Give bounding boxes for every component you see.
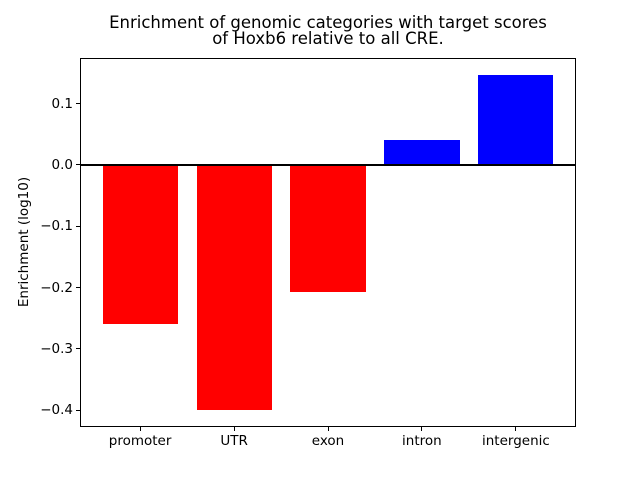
y-tick-label-−0.2: −0.2 xyxy=(40,279,73,296)
x-tick-mark-exon xyxy=(327,427,329,431)
y-tick-mark-−0.3 xyxy=(76,348,80,350)
bar-intron xyxy=(384,140,460,165)
bar-promoter xyxy=(102,164,178,324)
bar-intergenic xyxy=(478,74,554,165)
x-tick-label-promoter: promoter xyxy=(108,433,172,449)
x-tick-mark-intergenic xyxy=(515,427,517,431)
x-tick-label-intergenic: intergenic xyxy=(481,433,550,449)
y-tick-label-−0.4: −0.4 xyxy=(40,402,73,419)
y-tick-label-−0.3: −0.3 xyxy=(40,340,73,357)
y-tick-label-0.0: 0.0 xyxy=(51,156,73,173)
y-tick-mark-−0.2 xyxy=(76,287,80,289)
y-tick-mark-0.0 xyxy=(76,164,80,166)
x-tick-mark-UTR xyxy=(233,427,235,431)
x-tick-label-exon: exon xyxy=(311,433,345,449)
x-tick-label-intron: intron xyxy=(402,433,442,449)
chart-title-line1: Enrichment of genomic categories with ta… xyxy=(109,13,547,32)
y-tick-mark-−0.1 xyxy=(76,225,80,227)
y-tick-mark-−0.4 xyxy=(76,409,80,411)
bar-UTR xyxy=(196,164,272,410)
x-tick-mark-promoter xyxy=(139,427,141,431)
zero-line xyxy=(80,163,576,166)
chart-title-line2: of Hoxb6 relative to all CRE. xyxy=(212,29,444,48)
bar-exon xyxy=(290,164,366,292)
y-tick-mark-0.1 xyxy=(76,103,80,105)
y-tick-label-−0.1: −0.1 xyxy=(40,218,73,235)
chart-title: Enrichment of genomic categories with ta… xyxy=(80,13,576,48)
y-tick-label-0.1: 0.1 xyxy=(51,95,73,112)
x-tick-mark-intron xyxy=(421,427,423,431)
x-tick-label-UTR: UTR xyxy=(220,433,248,449)
